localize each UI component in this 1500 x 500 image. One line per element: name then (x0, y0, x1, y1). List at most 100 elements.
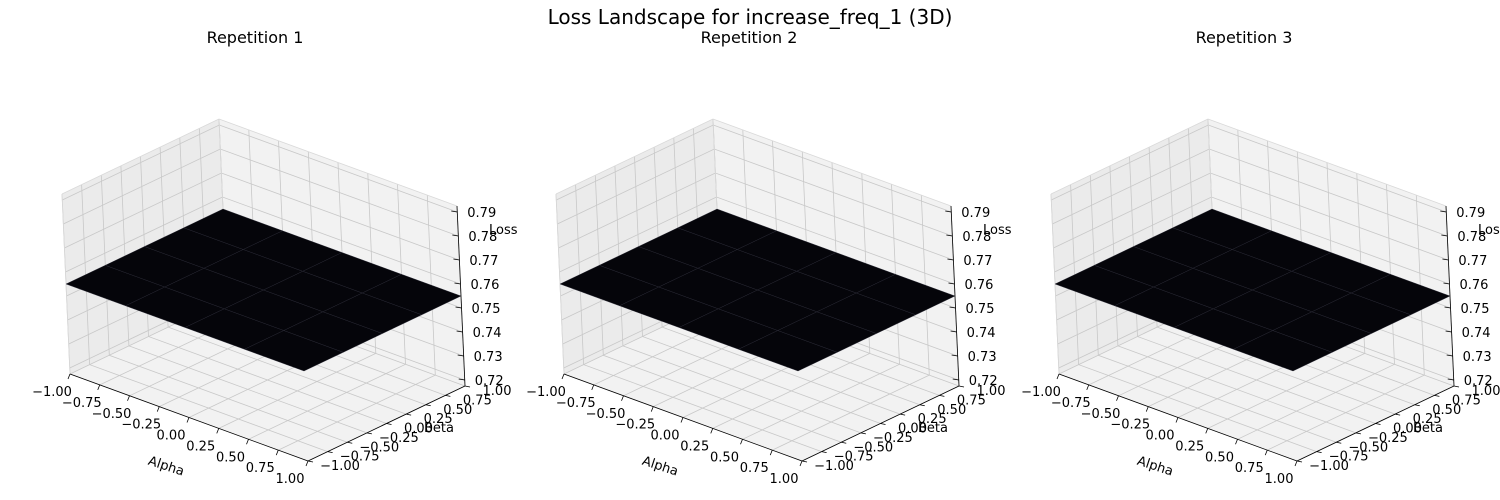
x-tick (561, 373, 565, 380)
y-gridline (100, 175, 348, 443)
z-tick-label: 0.76 (964, 278, 993, 293)
x-tick-label: 0.25 (186, 439, 215, 454)
x-tick (650, 406, 654, 412)
y-tick (386, 423, 392, 425)
x-tick (1145, 406, 1149, 412)
y-gridline (1129, 156, 1376, 424)
z-tick (952, 378, 959, 381)
y-gridline (1070, 184, 1317, 452)
x-tick (1205, 428, 1209, 434)
x-tick (127, 395, 130, 401)
z-tick-label: 0.77 (469, 254, 498, 269)
y-tick (939, 394, 945, 397)
y-tick-label: 0.00 (404, 422, 433, 437)
y-gridline (634, 156, 881, 424)
x-tick-label: −1.00 (1021, 385, 1061, 400)
y-tick (425, 404, 431, 407)
x-axis-label: Alpha (1135, 454, 1175, 480)
z-tick (945, 210, 952, 213)
y-tick-label: −0.50 (359, 440, 399, 455)
y-tick-label: −0.25 (379, 431, 419, 446)
y-tick (464, 385, 471, 388)
pane-edge (218, 118, 458, 207)
z-tick-label: 0.79 (1456, 206, 1485, 221)
z-tick (1441, 234, 1448, 237)
y-tick (821, 451, 827, 454)
figure-title: Loss Landscape for increase_freq_1 (3D) (547, 5, 953, 29)
z-tick (453, 258, 460, 261)
z-tick-label: 0.72 (1464, 374, 1493, 389)
x-tick (216, 428, 220, 434)
x-tick-label: −0.25 (615, 418, 655, 433)
z-tick (947, 258, 954, 261)
z-tick (454, 282, 461, 285)
y-tick (1296, 460, 1303, 463)
z-tick-label: 0.74 (967, 326, 996, 341)
y-tick-label: −0.75 (340, 450, 380, 465)
z-tick (946, 234, 953, 237)
x-tick-label: −0.50 (92, 407, 132, 422)
x-tick-label: 0.00 (1146, 429, 1175, 444)
y-tick (860, 432, 866, 435)
y-gridline (140, 156, 387, 424)
x-tick-label: 0.50 (216, 450, 245, 465)
y-tick-label: 0.50 (937, 403, 966, 418)
x-tick (275, 449, 279, 456)
z-tick-label: 0.72 (475, 374, 504, 389)
y-tick-label: 0.75 (957, 393, 986, 408)
y-gridline (614, 165, 862, 434)
z-tick-label: 0.75 (1461, 302, 1490, 317)
z-axis-label: Loss (983, 223, 1012, 238)
y-tick-label: −0.75 (834, 450, 874, 465)
x-tick-label: 0.50 (710, 450, 739, 465)
x-tick (710, 428, 714, 434)
x-tick-label: 1.00 (276, 472, 305, 487)
x-tick (769, 449, 773, 456)
z-tick (458, 378, 465, 381)
subplot-1: −1.00−0.75−0.50−0.250.000.250.500.751.00… (32, 28, 518, 487)
x-axis-label: Alpha (640, 454, 680, 480)
subplot-title: Repetition 2 (701, 28, 798, 47)
z-tick-label: 0.76 (470, 278, 499, 293)
y-tick-label: 0.50 (443, 403, 472, 418)
x-tick-label: −0.50 (586, 407, 626, 422)
y-tick (919, 404, 925, 407)
x-tick (621, 395, 624, 401)
y-tick-label: −0.25 (1368, 431, 1408, 446)
y-tick-label: −1.00 (814, 459, 854, 474)
y-tick (1395, 413, 1401, 416)
x-tick (1086, 384, 1090, 391)
y-tick-label: 1.00 (483, 384, 512, 399)
z-tick (451, 210, 458, 213)
y-tick (900, 413, 906, 416)
x-tick (246, 439, 249, 445)
y-tick (327, 451, 333, 454)
y-tick (1375, 423, 1381, 425)
y-gridline (159, 147, 407, 415)
y-gridline (575, 184, 822, 452)
z-tick (455, 306, 462, 309)
x-tick (1264, 449, 1268, 456)
z-tick-label: 0.78 (1457, 230, 1486, 245)
z-tick (949, 306, 956, 309)
x-tick-label: −0.75 (62, 396, 102, 411)
x-tick (305, 460, 309, 467)
pane-edge (555, 118, 714, 195)
z-tick-label: 0.73 (968, 350, 997, 365)
y-tick-label: 1.00 (1472, 384, 1500, 399)
y-tick-label: −0.50 (1348, 440, 1388, 455)
z-tick-label: 0.78 (468, 230, 497, 245)
y-tick (880, 423, 886, 425)
y-axis-label: Beta (424, 421, 454, 436)
z-tick-label: 0.74 (1462, 326, 1491, 341)
z-tick (1444, 306, 1451, 309)
y-tick-label: 0.50 (1432, 403, 1461, 418)
z-tick (1446, 354, 1453, 357)
x-tick (799, 460, 803, 467)
y-tick-label: 0.25 (1413, 412, 1442, 427)
z-tick (452, 234, 459, 237)
x-tick-label: 0.25 (680, 439, 709, 454)
x-tick (67, 373, 71, 380)
x-tick (680, 417, 684, 423)
